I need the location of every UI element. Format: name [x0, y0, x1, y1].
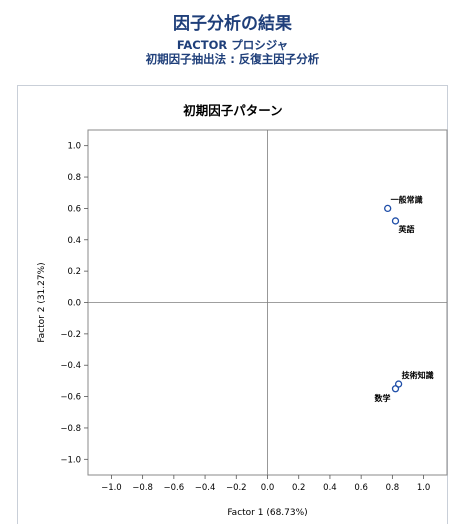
x-tick-label: −1.0 — [101, 483, 122, 493]
results-title: 因子分析の結果 — [173, 14, 292, 34]
y-tick-label: −0.8 — [60, 424, 81, 434]
x-axis-label: Factor 1 (68.73%) — [227, 508, 307, 518]
y-tick-label: −1.0 — [60, 455, 81, 465]
data-point-label: 数学 — [374, 393, 390, 403]
x-tick-label: 0.2 — [292, 483, 306, 493]
y-tick-label: −0.6 — [60, 393, 81, 403]
factor-pattern-chart: 初期因子パターン −1.0 −0.8 −0.6 −0.4 −0.2 0.0 0.2 0.4 0.6… — [37, 103, 448, 518]
x-tick-label: 0.8 — [386, 483, 400, 493]
y-tick-label: 0.8 — [67, 173, 81, 183]
data-point — [391, 385, 400, 393]
y-tick-label: 0.6 — [67, 204, 81, 214]
y-tick-label: 0.0 — [67, 299, 81, 309]
y-tick-label: −0.2 — [60, 330, 81, 340]
y-tick-label: −0.4 — [60, 361, 81, 371]
x-tick-label: 0.6 — [354, 483, 368, 493]
chart-title: 初期因子パターン — [183, 103, 282, 118]
x-tick-label: 0.4 — [323, 483, 337, 493]
plot-panel: 初期因子パターン −1.0 −0.8 −0.6 −0.4 −0.2 0.0 0.2 0.4 0.6… — [17, 85, 448, 524]
y-tick-label: 1.0 — [67, 142, 81, 152]
y-tick-label: 0.2 — [67, 267, 81, 277]
x-tick-label: 0.0 — [261, 483, 275, 493]
y-tick-label: 0.4 — [67, 236, 81, 246]
data-point — [391, 217, 400, 225]
data-point — [384, 204, 392, 213]
data-point-label: 英語 — [397, 224, 414, 234]
x-tick-label: −0.8 — [132, 483, 153, 493]
x-tick-label: −0.6 — [164, 483, 185, 493]
x-tick-label: −0.4 — [195, 483, 216, 493]
extraction-method: 初期因子抽出法 : 反復主因子分析 — [145, 52, 320, 66]
data-point-label: 一般常識 — [391, 194, 423, 204]
data-point-label: 技術知識 — [402, 370, 434, 380]
x-tick-label: 1.0 — [417, 483, 431, 493]
y-axis-label: Factor 2 (31.27%) — [37, 262, 47, 342]
x-tick-label: −0.2 — [226, 483, 247, 493]
procedure-name: FACTOR プロシジャ — [176, 38, 289, 52]
